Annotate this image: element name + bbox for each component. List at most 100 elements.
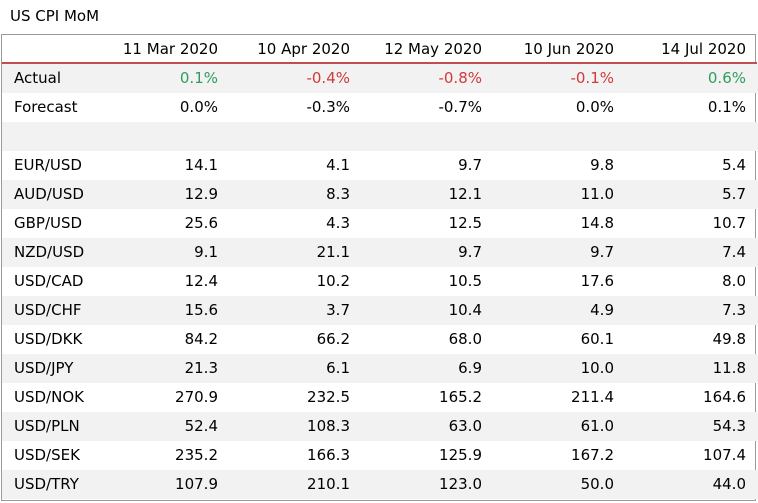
pair-value: 5.7 <box>722 185 746 203</box>
spacer-row <box>2 122 758 151</box>
pair-value: 12.1 <box>448 185 482 203</box>
pair-label: USD/JPY <box>14 359 74 377</box>
pair-label: USD/CHF <box>14 301 82 319</box>
row-label: Actual <box>14 69 61 87</box>
column-header: 12 May 2020 <box>384 40 482 58</box>
pair-value: 49.8 <box>712 330 746 348</box>
forecast-value: 0.0% <box>575 98 614 116</box>
pair-value: 10.2 <box>316 272 350 290</box>
actual-row: Actual 0.1% -0.4% -0.8% -0.1% 0.6% <box>2 64 758 93</box>
pair-value: 8.3 <box>326 185 350 203</box>
table-row: USD/SEK 235.2 166.3 125.9 167.2 107.4 <box>2 441 758 470</box>
pair-value: 68.0 <box>448 330 482 348</box>
pair-value: 123.0 <box>439 475 482 493</box>
pair-label: USD/TRY <box>14 475 79 493</box>
pair-value: 107.9 <box>175 475 218 493</box>
data-table: 11 Mar 2020 10 Apr 2020 12 May 2020 10 J… <box>1 34 758 501</box>
pair-value: 10.4 <box>448 301 482 319</box>
pair-value: 232.5 <box>307 388 350 406</box>
pair-value: 270.9 <box>175 388 218 406</box>
pair-value: 7.4 <box>722 243 746 261</box>
pair-value: 12.9 <box>184 185 218 203</box>
pair-value: 164.6 <box>703 388 746 406</box>
pair-value: 44.0 <box>712 475 746 493</box>
column-header: 10 Apr 2020 <box>257 40 350 58</box>
pair-value: 60.1 <box>580 330 614 348</box>
pair-value: 210.1 <box>307 475 350 493</box>
pair-value: 10.7 <box>712 214 746 232</box>
table-row: USD/CHF 15.6 3.7 10.4 4.9 7.3 <box>2 296 758 325</box>
forecast-value: -0.3% <box>306 98 350 116</box>
forecast-value: -0.7% <box>438 98 482 116</box>
pair-value: 10.5 <box>448 272 482 290</box>
pair-value: 63.0 <box>448 417 482 435</box>
pair-value: 9.1 <box>194 243 218 261</box>
column-header: 10 Jun 2020 <box>523 40 614 58</box>
table-row: USD/JPY 21.3 6.1 6.9 10.0 11.8 <box>2 354 758 383</box>
actual-value: -0.4% <box>306 69 350 87</box>
pair-value: 21.3 <box>184 359 218 377</box>
pair-value: 14.8 <box>580 214 614 232</box>
pair-value: 235.2 <box>175 446 218 464</box>
pair-value: 9.7 <box>458 156 482 174</box>
actual-value: -0.8% <box>438 69 482 87</box>
pair-value: 52.4 <box>184 417 218 435</box>
pair-value: 54.3 <box>712 417 746 435</box>
pair-value: 11.0 <box>580 185 614 203</box>
pair-label: USD/SEK <box>14 446 80 464</box>
pair-value: 211.4 <box>571 388 614 406</box>
table-row: GBP/USD 25.6 4.3 12.5 14.8 10.7 <box>2 209 758 238</box>
pair-value: 61.0 <box>580 417 614 435</box>
forecast-value: 0.1% <box>707 98 746 116</box>
pair-value: 9.7 <box>458 243 482 261</box>
pair-value: 10.0 <box>580 359 614 377</box>
column-header: 14 Jul 2020 <box>661 40 746 58</box>
pair-value: 166.3 <box>307 446 350 464</box>
pair-value: 125.9 <box>439 446 482 464</box>
pair-value: 25.6 <box>184 214 218 232</box>
pair-value: 108.3 <box>307 417 350 435</box>
pair-value: 165.2 <box>439 388 482 406</box>
pair-label: NZD/USD <box>14 243 85 261</box>
pair-value: 12.4 <box>184 272 218 290</box>
forecast-value: 0.0% <box>179 98 218 116</box>
forecast-row: Forecast 0.0% -0.3% -0.7% 0.0% 0.1% <box>2 93 758 122</box>
table-row: USD/CAD 12.4 10.2 10.5 17.6 8.0 <box>2 267 758 296</box>
actual-value: -0.1% <box>570 69 614 87</box>
pair-value: 5.4 <box>722 156 746 174</box>
table-row: AUD/USD 12.9 8.3 12.1 11.0 5.7 <box>2 180 758 209</box>
pair-label: EUR/USD <box>14 156 82 174</box>
pair-value: 107.4 <box>703 446 746 464</box>
pair-value: 14.1 <box>184 156 218 174</box>
actual-value: 0.6% <box>707 69 746 87</box>
table-row: USD/PLN 52.4 108.3 63.0 61.0 54.3 <box>2 412 758 441</box>
pair-value: 4.1 <box>326 156 350 174</box>
pair-value: 50.0 <box>580 475 614 493</box>
pair-label: AUD/USD <box>14 185 84 203</box>
pair-label: USD/DKK <box>14 330 83 348</box>
pair-value: 167.2 <box>571 446 614 464</box>
table-row: EUR/USD 14.1 4.1 9.7 9.8 5.4 <box>2 151 758 180</box>
pair-label: USD/NOK <box>14 388 84 406</box>
pair-value: 9.8 <box>590 156 614 174</box>
pair-value: 4.3 <box>326 214 350 232</box>
table-row: NZD/USD 9.1 21.1 9.7 9.7 7.4 <box>2 238 758 267</box>
pair-value: 11.8 <box>712 359 746 377</box>
table-row: USD/DKK 84.2 66.2 68.0 60.1 49.8 <box>2 325 758 354</box>
header-row: 11 Mar 2020 10 Apr 2020 12 May 2020 10 J… <box>2 35 758 64</box>
pair-value: 84.2 <box>184 330 218 348</box>
table-row: USD/TRY 107.9 210.1 123.0 50.0 44.0 <box>2 470 758 499</box>
pair-value: 17.6 <box>580 272 614 290</box>
pair-value: 6.9 <box>458 359 482 377</box>
row-label: Forecast <box>14 98 78 116</box>
pair-value: 3.7 <box>326 301 350 319</box>
pair-value: 7.3 <box>722 301 746 319</box>
pair-value: 12.5 <box>448 214 482 232</box>
table-title: US CPI MoM <box>10 7 100 25</box>
pair-value: 4.9 <box>590 301 614 319</box>
pair-value: 21.1 <box>316 243 350 261</box>
pair-value: 66.2 <box>316 330 350 348</box>
pair-value: 8.0 <box>722 272 746 290</box>
pair-value: 15.6 <box>184 301 218 319</box>
pair-value: 6.1 <box>326 359 350 377</box>
